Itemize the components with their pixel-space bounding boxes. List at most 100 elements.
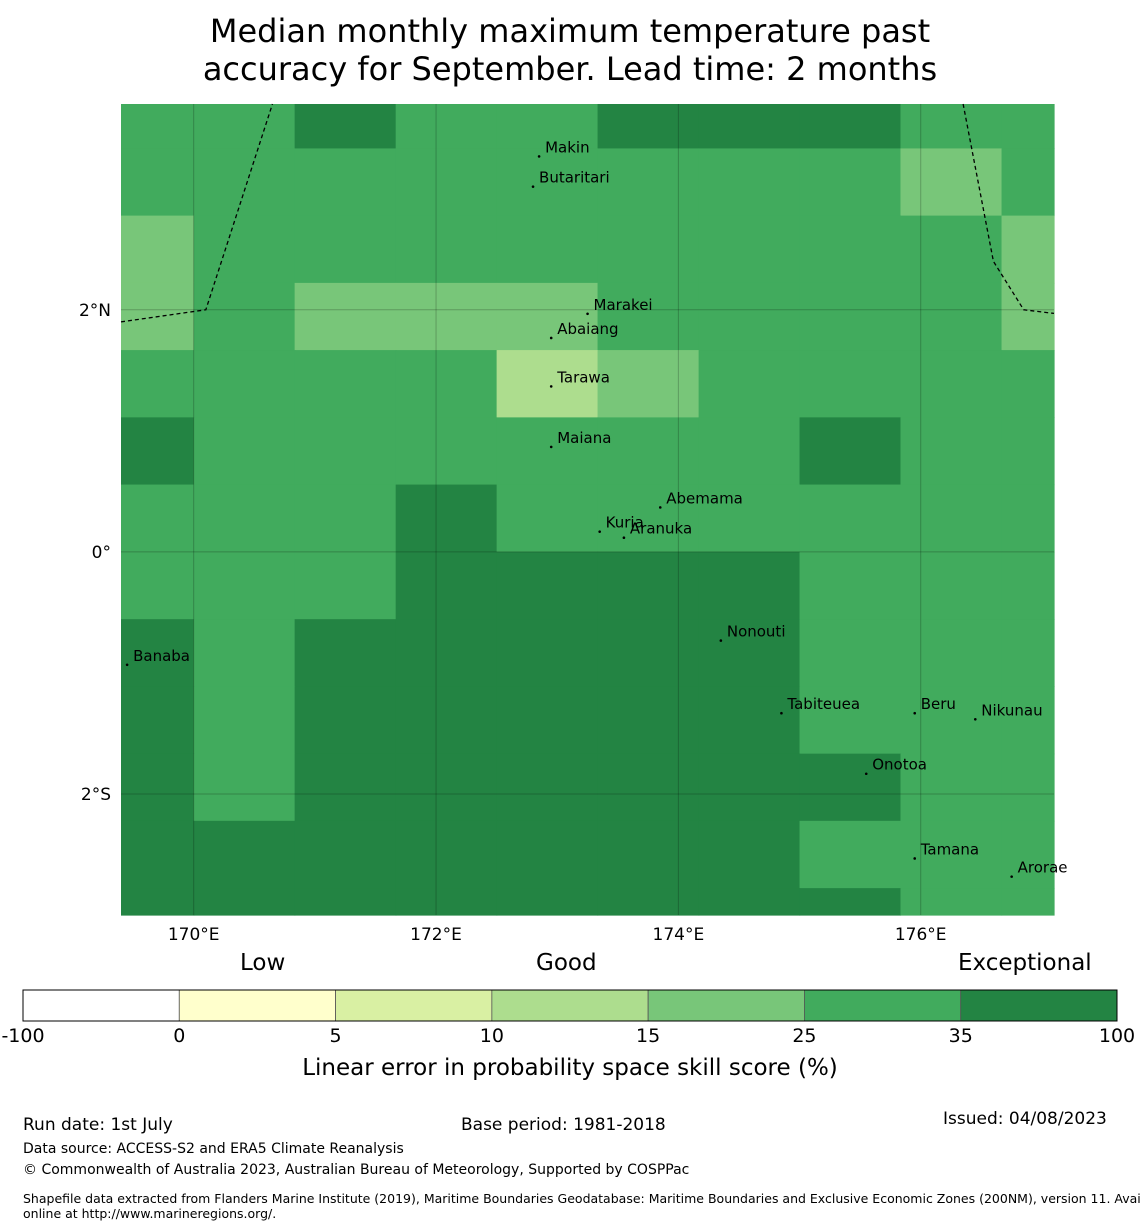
island-marker [780,711,783,715]
grid-cell [597,619,700,687]
grid-cell [395,753,498,822]
grid-cell [294,215,397,284]
grid-cell [193,417,296,486]
grid-cell [799,350,902,418]
grid-cell [1001,619,1055,687]
grid-cell [1001,350,1055,418]
grid-cell [597,417,700,486]
grid-cell [1001,820,1055,889]
grid-cell [121,417,195,486]
grid-cell [1001,282,1055,351]
grid-cell [395,686,498,755]
lat-tick-label: 2°N [79,301,111,321]
grid-cell [799,820,902,889]
grid-cell [121,888,195,916]
island-marker [719,639,723,642]
grid-cell [698,888,801,916]
grid-cell [597,753,700,822]
colorbar-tick-label: -100 [1,1025,45,1047]
island-label: Tarawa [556,368,610,386]
island-marker [622,536,626,540]
grid-cell [121,484,195,553]
grid-cell [395,148,498,217]
grid-cell [496,820,599,889]
grid-cell [597,104,700,150]
colorbar-bin [804,989,962,1022]
island-label: Abaiang [557,320,618,338]
grid-cell [900,484,1003,553]
grid-cell [395,350,498,418]
eez-boundary-east [962,103,1055,315]
island-marker [586,312,589,316]
axis-tick-labels: 170°E 172°E 174°E 176°E 2°N 0° 2°S [79,301,947,945]
lat-tick-label: 0° [92,543,111,563]
island-label: Butaritari [539,169,610,187]
grid-cell [698,215,801,284]
island-marker [531,185,535,188]
grid-cell [294,686,397,755]
colorbar-word-good: Good [536,950,597,976]
grid-cell [121,820,195,889]
grid-cell [121,551,195,620]
island-label: Arorae [1018,859,1068,877]
colorbar-tick-label: 5 [329,1025,342,1047]
grid-cell [121,686,195,755]
grid-cell [121,215,195,284]
island-marker [913,711,917,715]
grid-cell [698,282,801,351]
grid-cell [496,484,599,553]
island-label: Marakei [594,296,653,314]
grid-cell [294,484,397,553]
grid-cell [799,686,902,755]
grid-cell [698,350,801,418]
grid-cell [395,551,498,620]
colorbar-tick-label: 15 [636,1025,661,1047]
colorbar [22,989,1118,1022]
colorbar-bin [960,989,1118,1022]
island-marker [125,663,129,667]
grid-cell [799,619,902,687]
chart-title-line-2: accuracy for September. Lead time: 2 mon… [202,50,938,88]
grid-cell [900,148,1003,217]
eez-boundaries [120,103,1055,323]
colorbar-bin [22,989,180,1022]
grid-cell [799,282,902,351]
colorbar-tick-label: 10 [479,1025,504,1047]
colorbar-word-exceptional: Exceptional [958,950,1092,976]
grid-cell [900,686,1003,755]
grid-cell [900,215,1003,284]
grid-cell [799,753,902,822]
base-period: Base period: 1981-2018 [461,1115,666,1135]
grid-cell [1001,686,1055,755]
grid-cell [496,888,599,916]
grid-cell [294,148,397,217]
lon-tick-label: 174°E [653,925,705,945]
grid-cell [121,104,195,150]
grid-cell [193,104,296,150]
grid-cell [395,282,498,351]
grid-cell [496,148,599,217]
grid-cell [395,104,498,150]
lat-tick-label: 2°S [81,785,111,805]
issued-date: Issued: 04/08/2023 [943,1109,1107,1129]
grid-cell [597,888,700,916]
grid-cell [294,888,397,916]
lon-tick-label: 170°E [168,925,220,945]
grid-cell [900,888,1003,916]
island-marker [658,506,662,509]
island-marker [864,772,868,776]
island-label: Kuria [606,514,644,532]
copyright: © Commonwealth of Australia 2023, Austra… [23,1162,690,1178]
lon-tick-label: 176°E [895,925,947,945]
grid-cell [193,820,296,889]
grid-cell [597,350,700,418]
grid-cell [496,753,599,822]
grid-cell [900,619,1003,687]
grid-cell [294,820,397,889]
grid-cell [193,350,296,418]
data-source: Data source: ACCESS-S2 and ERA5 Climate … [23,1141,404,1157]
eez-boundary-west [120,103,274,323]
grid-cell [799,148,902,217]
colorbar-outline [22,989,1118,1022]
grid-cell [496,551,599,620]
